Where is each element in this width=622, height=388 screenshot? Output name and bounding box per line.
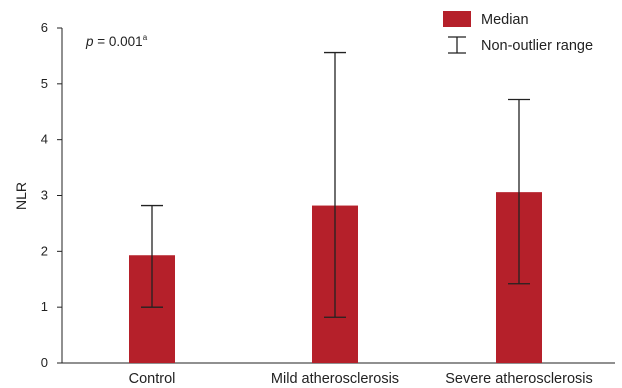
p-value-annotation: p = 0.001a	[85, 33, 148, 49]
y-tick-label: 6	[41, 20, 48, 35]
p-value-text: = 0.001	[94, 34, 143, 49]
y-axis-title: NLR	[13, 182, 29, 210]
legend-range-label: Non-outlier range	[481, 38, 593, 54]
y-tick-label: 4	[41, 132, 48, 147]
x-category-label: Severe atherosclerosis	[445, 371, 593, 387]
y-tick-label: 0	[41, 355, 48, 370]
y-tick-label: 1	[41, 299, 48, 314]
x-category-label: Mild atherosclerosis	[271, 371, 399, 387]
y-tick-label: 3	[41, 188, 48, 203]
p-value-superscript: a	[143, 33, 148, 42]
p-value-symbol: p	[85, 34, 94, 49]
y-tick-label: 2	[41, 243, 48, 258]
legend-median-label: Median	[481, 12, 529, 28]
y-tick-label: 5	[41, 76, 48, 91]
legend: Median Non-outlier range	[443, 11, 593, 54]
x-category-label: Control	[129, 371, 176, 387]
legend-median-swatch	[443, 11, 471, 27]
legend-range-icon	[448, 36, 466, 54]
